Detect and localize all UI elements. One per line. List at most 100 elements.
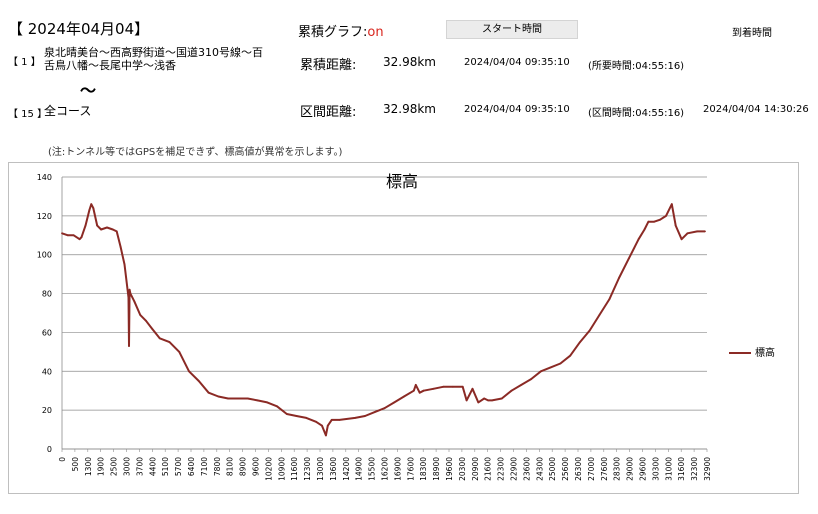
elevation-point <box>96 224 99 227</box>
elevation-point <box>84 224 87 227</box>
start-time-button[interactable]: スタート時間 <box>446 20 578 39</box>
x-tick-label: 19600 <box>445 457 454 481</box>
x-tick-label: 1900 <box>97 457 106 476</box>
x-tick-label: 30300 <box>651 457 660 481</box>
x-tick-label: 32300 <box>690 457 699 481</box>
route-first-number: 【 1 】 <box>8 57 41 68</box>
elevation-point <box>618 277 620 279</box>
elevation-point <box>237 397 239 400</box>
x-tick-label: 18300 <box>419 457 428 481</box>
arrival-time-header: 到着時間 <box>732 28 772 39</box>
x-tick-label: 4400 <box>148 457 157 476</box>
elevation-point <box>158 337 161 340</box>
elevation-point <box>418 391 421 394</box>
gps-note: (注:トンネル等ではGPSを補足できず、標高値が異常を示します。) <box>48 147 343 158</box>
elevation-point <box>305 417 308 419</box>
elevation-point <box>559 362 562 365</box>
x-tick-label: 8100 <box>226 457 235 476</box>
elevation-point <box>100 228 102 231</box>
route-first-name-line2: 舌鳥八幡～長尾中学～浅香 <box>44 59 176 72</box>
elevation-point <box>704 230 706 233</box>
x-tick-label: 0 <box>58 457 67 462</box>
x-tick-label: 26300 <box>574 457 583 481</box>
elevation-point <box>127 296 130 299</box>
cumulative-start-time: 2024/04/04 09:35:10 <box>464 57 570 68</box>
grid-layer <box>62 176 707 450</box>
elevation-point <box>510 389 513 392</box>
elevation-point <box>540 370 542 373</box>
elevation-point <box>145 319 147 322</box>
elevation-point <box>123 263 126 266</box>
x-tick-label: 1300 <box>84 457 93 476</box>
elevation-point <box>364 415 366 417</box>
elevation-point <box>227 397 230 400</box>
graph-mode-label: 累積グラフ:on <box>298 21 384 40</box>
legend-label: 標高 <box>755 346 775 359</box>
elevation-point <box>643 228 646 231</box>
x-tick-label: 10900 <box>277 457 286 481</box>
elevation-point <box>338 419 341 421</box>
elevation-point <box>168 341 171 343</box>
elevation-point <box>373 411 376 413</box>
x-tick-label: 5700 <box>174 457 183 476</box>
y-tick-label: 100 <box>37 251 52 260</box>
axis-layer: 0 20 40 60 80 100 120 140 0 500 1300 1900 2500 3000 37… <box>37 173 712 481</box>
elevation-point <box>549 366 552 369</box>
graph-mode-toggle[interactable]: on <box>367 25 384 40</box>
x-tick-label: 23600 <box>522 457 531 481</box>
elevation-point <box>119 246 122 248</box>
x-tick-label: 500 <box>71 457 80 472</box>
elevation-point <box>461 385 464 388</box>
legend: 標高 <box>729 346 775 359</box>
graph-mode-text: 累積グラフ: <box>298 25 368 40</box>
elevation-point <box>530 378 532 380</box>
elevation-point <box>80 236 83 239</box>
chart-title: 標高 <box>386 172 418 191</box>
x-tick-label: 16200 <box>381 457 390 481</box>
section-start-time: 2024/04/04 09:35:10 <box>464 104 570 115</box>
elevation-point <box>111 228 114 231</box>
elevation-series-line <box>61 203 705 437</box>
elevation-point <box>197 380 200 382</box>
cumulative-distance-value: 32.98km <box>383 55 436 69</box>
elevation-point <box>106 226 108 229</box>
elevation-point <box>483 397 486 400</box>
section-duration: (区間時間:04:55:16) <box>588 108 685 119</box>
cumulative-distance-label: 累積距離: <box>300 58 357 73</box>
cumulative-duration: (所要時間:04:55:16) <box>588 61 685 72</box>
route-last-number: 【 15 】 <box>8 109 48 120</box>
x-tick-label: 25000 <box>548 457 557 481</box>
elevation-point <box>627 257 630 260</box>
x-tick-label: 20300 <box>458 457 467 481</box>
elevation-point <box>412 389 415 392</box>
elevation-point <box>471 387 474 390</box>
route-last-name: 全コース <box>44 104 92 118</box>
elevation-point <box>151 327 153 330</box>
x-tick-label: 27000 <box>587 457 596 481</box>
x-tick-label: 22300 <box>497 457 506 481</box>
x-tick-label: 13000 <box>316 457 325 481</box>
elevation-point <box>598 314 601 316</box>
elevation-point <box>128 288 131 291</box>
elevation-point <box>295 415 298 417</box>
x-tick-label: 29600 <box>639 457 648 481</box>
elevation-point <box>579 341 581 343</box>
y-tick-label: 20 <box>42 406 52 415</box>
elevation-point <box>354 417 357 419</box>
x-tick-label: 22900 <box>510 457 519 481</box>
x-tick-label: 13600 <box>329 457 338 481</box>
elevation-point <box>92 207 95 209</box>
elevation-point <box>315 420 317 423</box>
elevation-point <box>129 292 132 295</box>
elevation-point <box>686 232 689 235</box>
elevation-point <box>88 209 91 211</box>
elevation-point <box>72 234 75 237</box>
x-tick-label: 20900 <box>471 457 480 481</box>
x-tick-label: 10200 <box>264 457 273 481</box>
x-tick-label: 28300 <box>613 457 622 481</box>
elevation-point <box>422 389 425 392</box>
elevation-point <box>90 203 93 206</box>
elevation-point <box>266 401 269 404</box>
x-tick-label: 31600 <box>677 457 686 481</box>
elevation-point <box>659 218 661 221</box>
